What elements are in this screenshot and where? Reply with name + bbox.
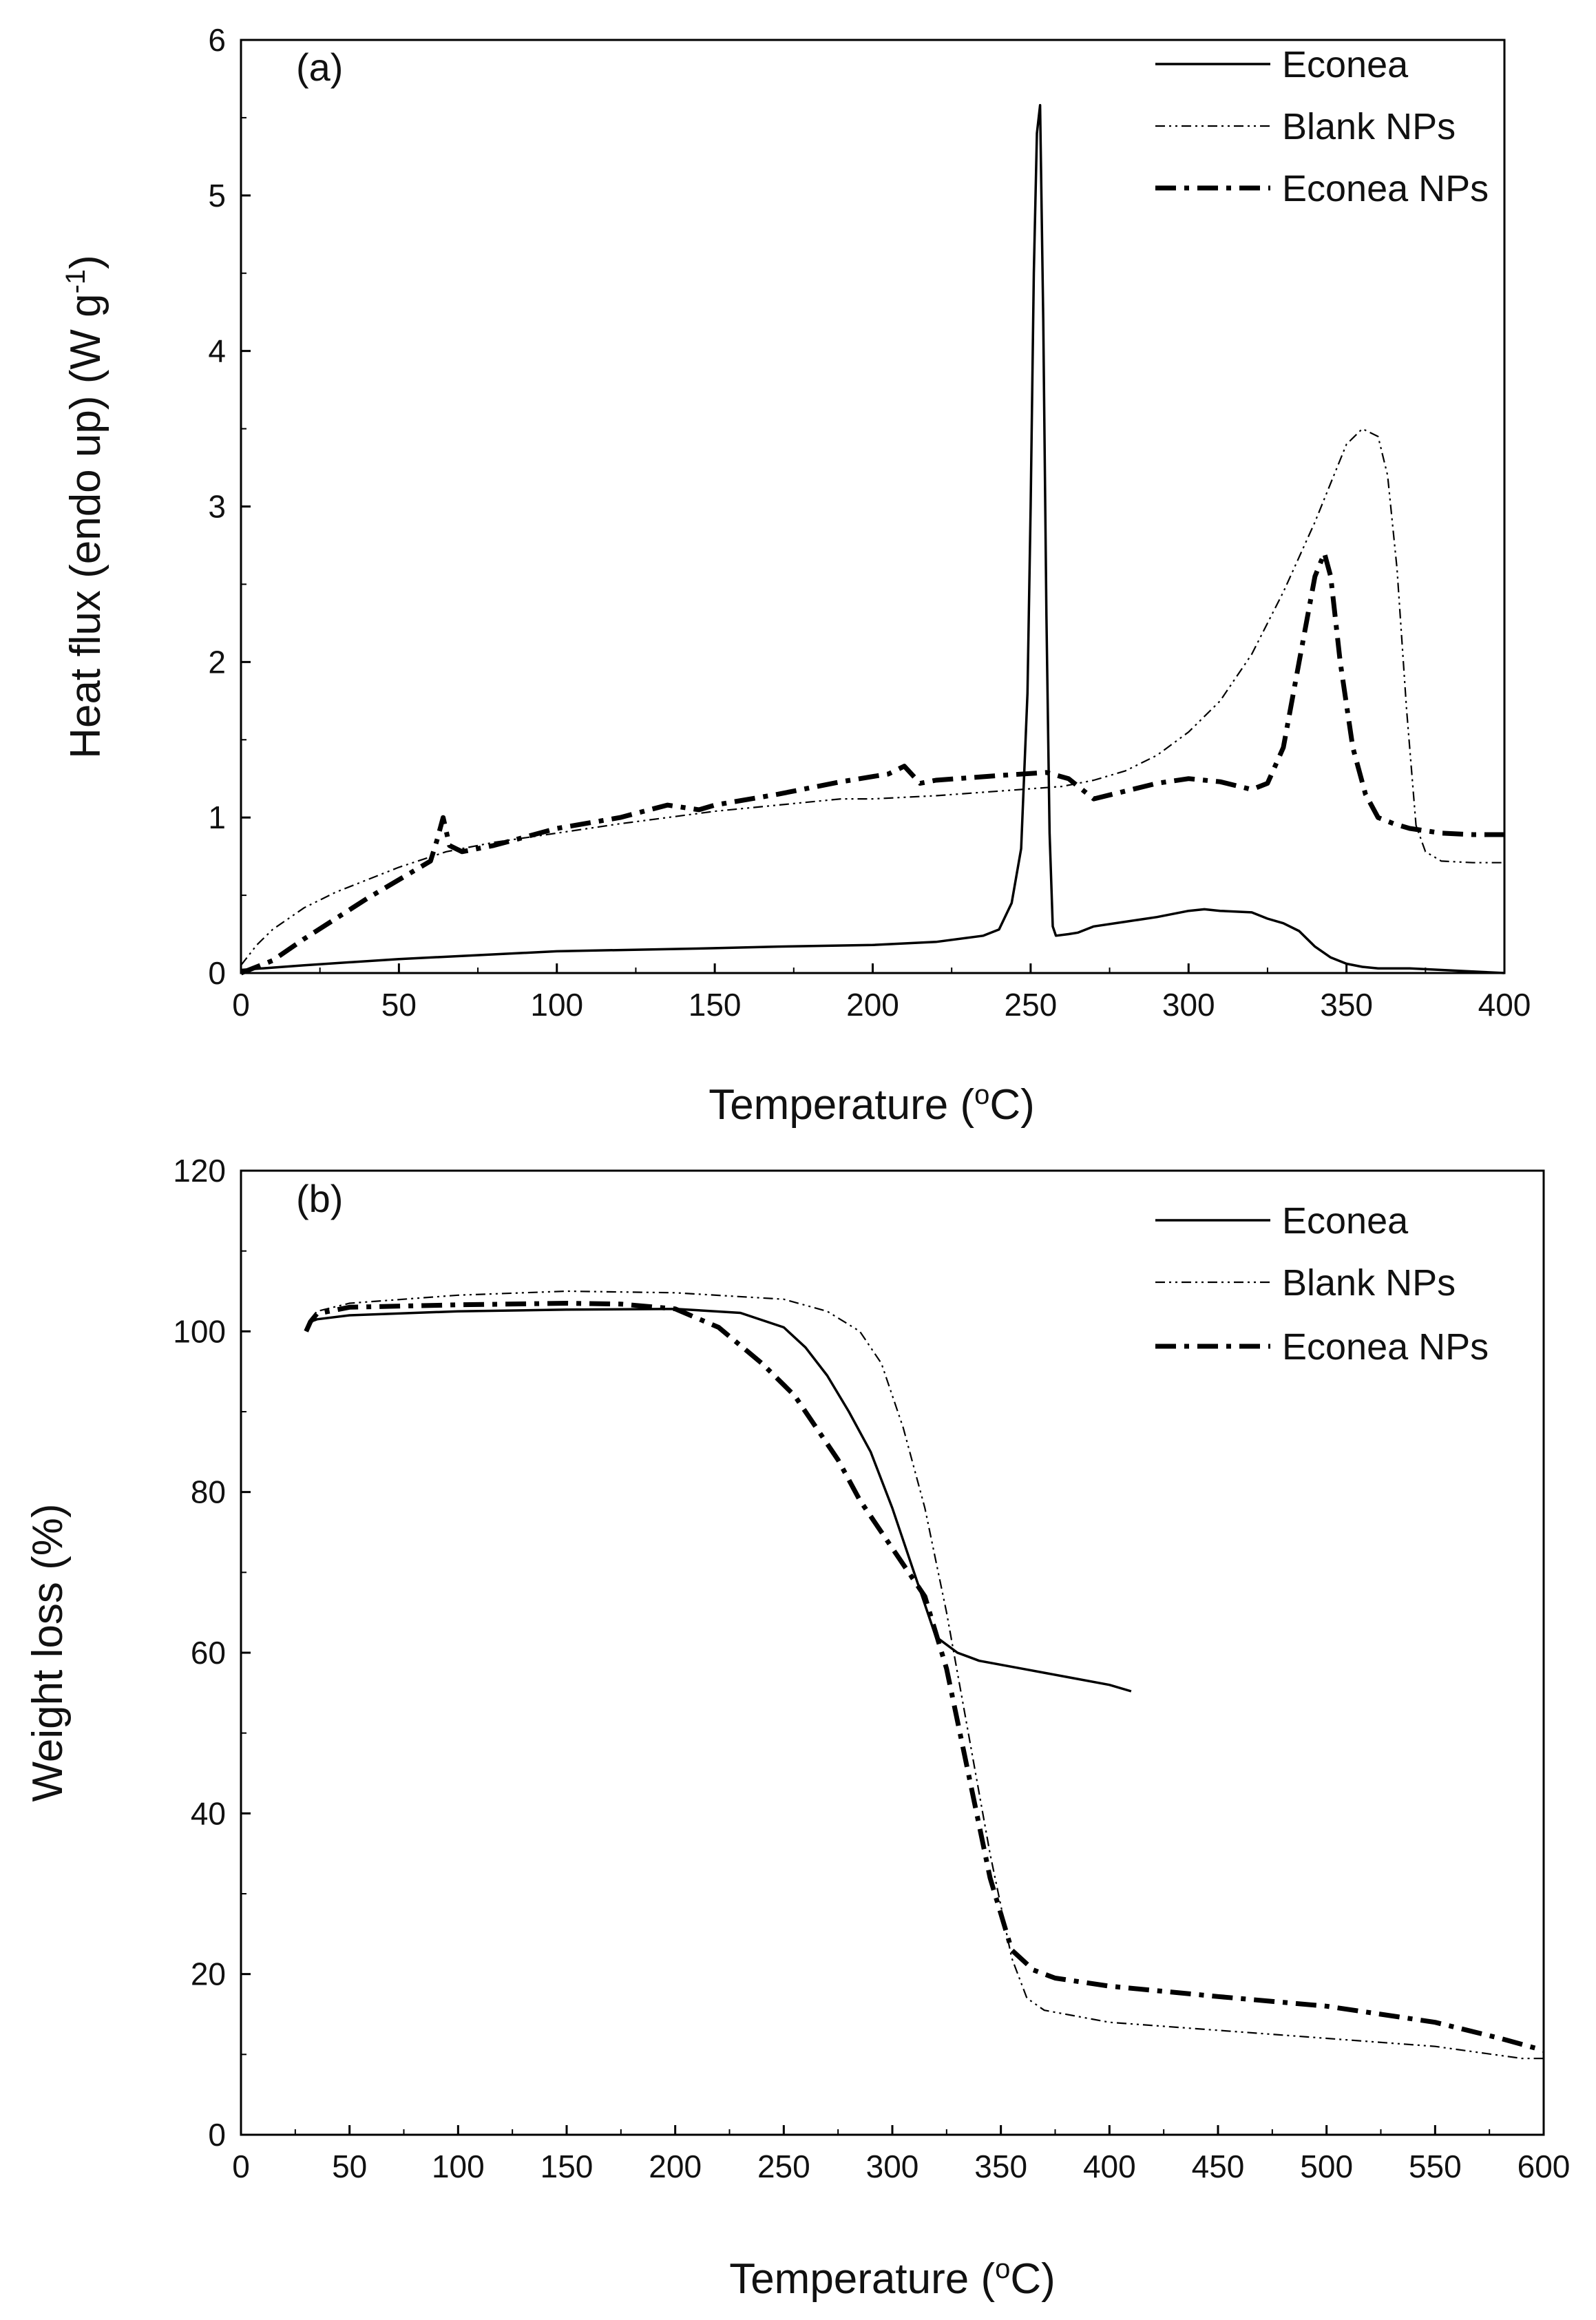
- x-axis-title-b: Temperature (oC): [729, 2254, 1056, 2303]
- y-tick-label: 0: [208, 2117, 226, 2153]
- x-tick-label: 200: [846, 987, 899, 1023]
- chart-panel-b: 0 50 100 150 200 250 300 350 400 450 500 550 600 0 20…: [24, 1153, 1570, 2303]
- legend-b: Econea Blank NPs Econea NPs: [1155, 1200, 1489, 1368]
- legend-label-econea-nps-b: Econea NPs: [1282, 1326, 1489, 1368]
- legend-label-blank-nps-a: Blank NPs: [1282, 106, 1456, 147]
- legend-label-econea-nps-a: Econea NPs: [1282, 168, 1489, 209]
- y-tick-label: 60: [191, 1635, 226, 1671]
- x-tick-label: 300: [1162, 987, 1215, 1023]
- x-tick-label: 600: [1518, 2149, 1571, 2184]
- panel-label-a: (a): [296, 45, 343, 89]
- y-tick-label: 1: [208, 800, 226, 835]
- series-line-econea-nps: [304, 1301, 1544, 2053]
- y-tick-label: 6: [208, 22, 226, 58]
- x-tick-label: 150: [540, 2149, 594, 2184]
- x-tick-label: 50: [381, 987, 417, 1023]
- x-tick-label: 250: [757, 2149, 810, 2184]
- y-tick-label: 80: [191, 1474, 226, 1510]
- x-tick-label: 0: [232, 2149, 250, 2184]
- y-tick-label: 120: [173, 1153, 226, 1189]
- x-tick-label: 350: [974, 2149, 1027, 2184]
- x-tick-label: 250: [1005, 987, 1058, 1023]
- panel-label-b: (b): [296, 1177, 343, 1220]
- x-tick-label: 50: [332, 2149, 367, 2184]
- x-tick-label: 500: [1300, 2149, 1353, 2184]
- x-tick-label: 450: [1192, 2149, 1245, 2184]
- series-line-econea-nps: [240, 550, 1504, 976]
- x-tick-label: 100: [432, 2149, 485, 2184]
- x-axis-title-a: Temperature (oC): [708, 1080, 1035, 1129]
- legend-label-blank-nps-b: Blank NPs: [1282, 1262, 1456, 1304]
- plot-area-b: [304, 1290, 1544, 2060]
- y-axis-ticks-b: 0 20 40 60 80 100 120: [173, 1153, 251, 2153]
- x-tick-label: 300: [866, 2149, 919, 2184]
- x-tick-label: 0: [232, 987, 250, 1023]
- legend-label-econea-b: Econea: [1282, 1200, 1409, 1242]
- y-axis-title-b: Weight loss (%): [24, 1504, 72, 1802]
- series-line-econea: [240, 104, 1505, 974]
- x-tick-label: 400: [1083, 2149, 1136, 2184]
- plot-area-a: [240, 104, 1505, 976]
- x-tick-label: 200: [649, 2149, 702, 2184]
- x-tick-label: 350: [1320, 987, 1373, 1023]
- x-axis-ticks-b: 0 50 100 150 200 250 300 350 400 450 500 550 600: [232, 2125, 1570, 2184]
- y-tick-label: 20: [191, 1956, 226, 1992]
- legend-a: Econea Blank NPs Econea NPs: [1155, 44, 1489, 209]
- x-axis-ticks-a: 0 50 100 150 200 250 300 350 400: [232, 963, 1531, 1023]
- y-tick-label: 5: [208, 178, 226, 213]
- y-tick-label: 4: [208, 333, 226, 369]
- x-tick-label: 100: [530, 987, 583, 1023]
- series-line-blank-nps: [305, 1290, 1544, 2060]
- y-axis-ticks-a: 0 1 2 3 4 5 6: [208, 22, 251, 991]
- y-tick-label: 0: [208, 955, 226, 991]
- y-axis-title-a: Heat flux (endo up) (W g-1): [61, 255, 109, 759]
- legend-label-econea-a: Econea: [1282, 44, 1409, 85]
- x-tick-label: 400: [1478, 987, 1531, 1023]
- y-tick-label: 2: [208, 644, 226, 680]
- y-tick-label: 100: [173, 1313, 226, 1349]
- x-tick-label: 150: [689, 987, 742, 1023]
- x-tick-label: 550: [1409, 2149, 1462, 2184]
- y-tick-label: 3: [208, 489, 226, 525]
- y-tick-label: 40: [191, 1795, 226, 1831]
- chart-panel-a: 0 50 100 150 200 250 300 350 400 0 1 2 3 4 5 6 (a) Tem…: [61, 22, 1531, 1129]
- series-line-econea: [305, 1307, 1132, 1693]
